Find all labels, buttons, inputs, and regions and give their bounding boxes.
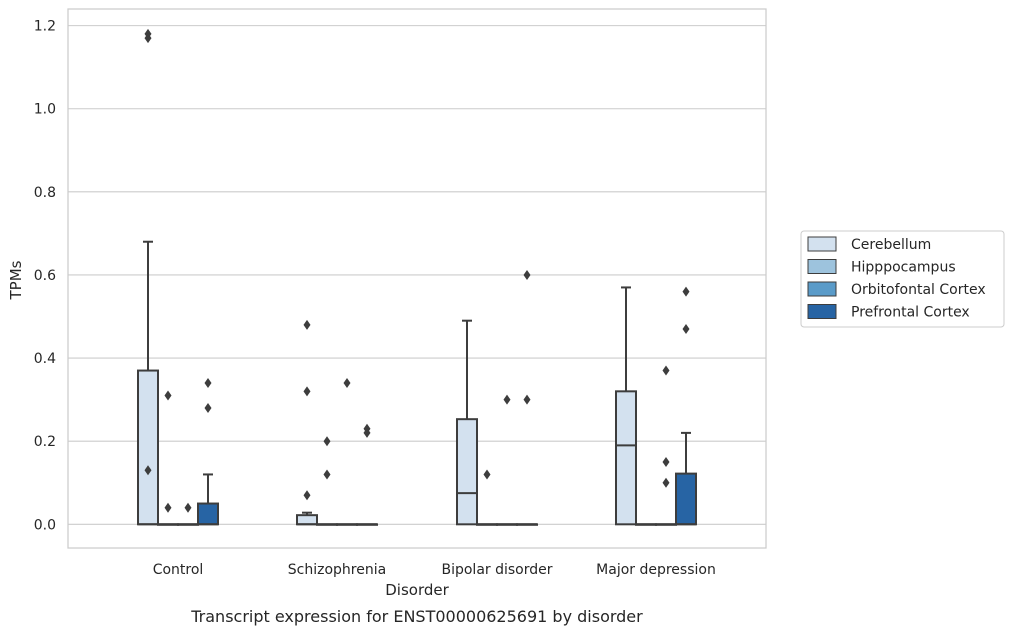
- box-group: [177, 502, 199, 526]
- box: [456, 418, 478, 526]
- legend-label: Cerebellum: [851, 237, 931, 253]
- series-cerebellum: [137, 28, 637, 526]
- box-group: [356, 423, 378, 526]
- x-axis-label: Disorder: [385, 581, 449, 599]
- y-tick-label: 0.8: [34, 185, 56, 201]
- box-group: [456, 319, 478, 526]
- outlier-point: [303, 319, 311, 330]
- outlier-point: [523, 394, 531, 405]
- box-group: [476, 469, 498, 526]
- outlier-point: [662, 456, 670, 467]
- box-group: [496, 394, 518, 526]
- outlier-point: [164, 390, 172, 401]
- outlier-point: [662, 477, 670, 488]
- legend-label: Hipppocampus: [851, 260, 956, 276]
- outlier-point: [303, 490, 311, 501]
- box-group: [296, 319, 318, 526]
- outlier-point: [483, 469, 491, 480]
- outlier-point: [204, 378, 212, 389]
- y-tick-label: 0.2: [34, 434, 56, 450]
- outlier-point: [363, 427, 371, 438]
- series-prefrontal-cortex: [197, 269, 697, 526]
- series-orbitofontal-cortex: [177, 365, 677, 526]
- legend-label: Orbitofontal Cortex: [851, 282, 986, 298]
- box: [137, 369, 159, 526]
- x-tick-label: Control: [153, 562, 204, 578]
- outlier-point: [682, 323, 690, 334]
- box-group: [516, 269, 538, 526]
- series-hipppocampus: [157, 390, 657, 526]
- box-group: [197, 378, 219, 526]
- box-plot-marks: [137, 28, 697, 526]
- y-tick-label: 1.0: [34, 102, 56, 118]
- legend-swatch: [807, 236, 837, 252]
- legend-swatch: [807, 281, 837, 297]
- plot-area-frame: [67, 8, 767, 549]
- outlier-point: [184, 502, 192, 513]
- outlier-point: [303, 386, 311, 397]
- grid-lines: [68, 25, 766, 525]
- outlier-point: [204, 402, 212, 413]
- box-group: [675, 286, 697, 526]
- outlier-point: [144, 465, 152, 476]
- outlier-point: [144, 28, 152, 39]
- x-tick-label: Bipolar disorder: [441, 562, 552, 578]
- legend-swatch: [807, 304, 837, 319]
- box-group: [157, 390, 179, 526]
- box-group: [316, 436, 338, 526]
- box-group: [336, 378, 358, 526]
- outlier-point: [323, 436, 331, 447]
- legend: Cerebellum Hipppocampus Orbitofontal Corte…: [800, 230, 1005, 328]
- y-tick-label: 0.0: [34, 517, 56, 533]
- y-tick-label: 0.4: [34, 351, 56, 367]
- chart-caption: Transcript expression for ENST0000062569…: [190, 607, 643, 626]
- y-tick-label: 1.2: [34, 19, 56, 35]
- outlier-point: [323, 469, 331, 480]
- y-axis-ticks: 0.0 0.2 0.4 0.6 0.8 1.0 1.2: [34, 19, 56, 534]
- legend-swatch: [807, 259, 837, 274]
- outlier-point: [523, 269, 531, 280]
- outlier-point: [682, 286, 690, 297]
- x-tick-label: Schizophrenia: [288, 562, 386, 578]
- box: [296, 514, 318, 526]
- outlier-point: [503, 394, 511, 405]
- box: [675, 472, 697, 526]
- x-tick-label: Major depression: [596, 562, 716, 578]
- x-axis-ticks: Control Schizophrenia Bipolar disorder Majo…: [153, 562, 716, 578]
- box-group: [137, 28, 159, 526]
- box-group: [655, 365, 677, 526]
- legend-frame: [800, 230, 1005, 328]
- outlier-point: [343, 378, 351, 389]
- box: [197, 502, 219, 526]
- box-group: [635, 523, 657, 526]
- box-group: [615, 286, 637, 526]
- y-axis-label: TPMs: [7, 260, 25, 300]
- legend-label: Prefrontal Cortex: [851, 305, 970, 321]
- y-tick-label: 0.6: [34, 268, 56, 284]
- outlier-point: [164, 502, 172, 513]
- outlier-point: [662, 365, 670, 376]
- box: [615, 390, 637, 526]
